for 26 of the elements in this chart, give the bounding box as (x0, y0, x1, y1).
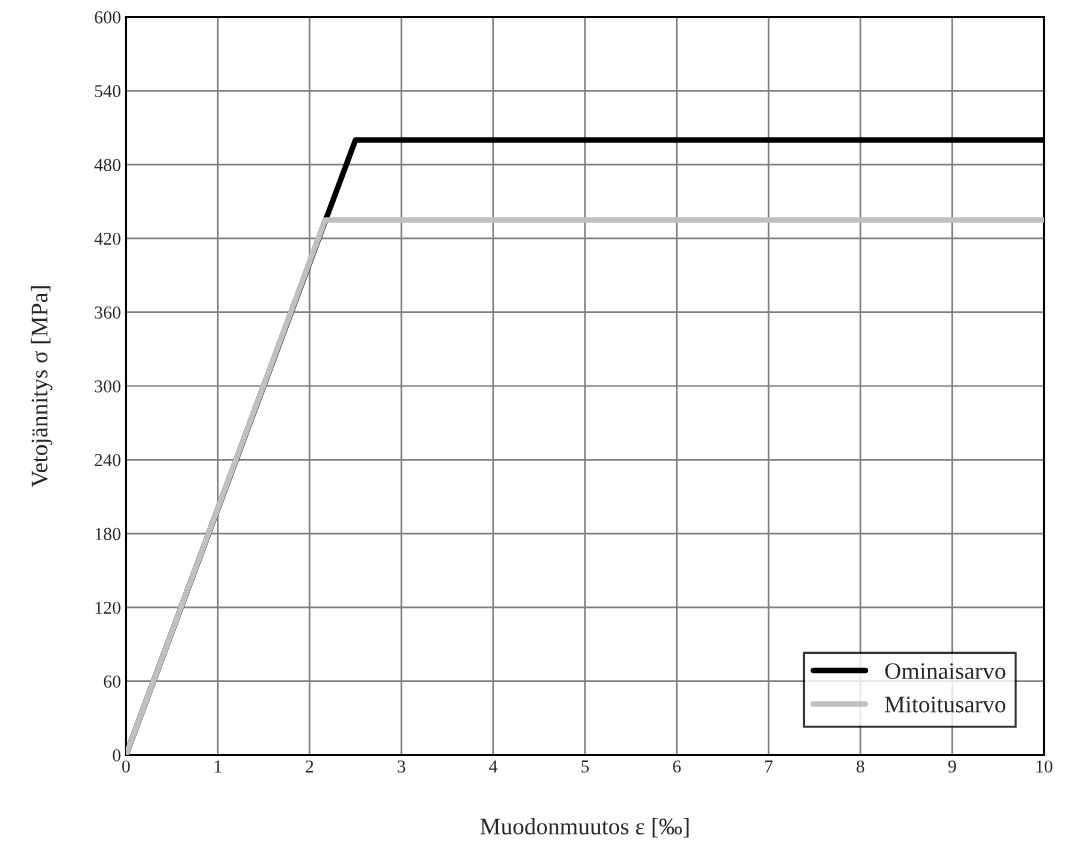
legend-label: Ominaisarvo (885, 663, 1006, 680)
y-tick-label: 180 (95, 527, 121, 541)
y-tick-label: 300 (94, 380, 121, 393)
y-tick-label: 0 (112, 749, 121, 762)
x-tick-label: 4 (489, 760, 498, 773)
x-tick-label: 1 (214, 760, 222, 773)
x-tick-label: 8 (856, 760, 865, 773)
y-tick-label: 120 (95, 601, 121, 614)
x-tick-label: 10 (1036, 760, 1053, 773)
x-tick-label: 7 (765, 760, 773, 773)
legend-label: Mitoitusarvo (884, 696, 1006, 713)
y-tick-label: 240 (94, 454, 121, 467)
y-tick-label: 540 (95, 85, 121, 98)
x-axis-title: Muodonmuutos ε [‰] (480, 817, 689, 838)
x-tick-label: 6 (673, 760, 681, 773)
y-tick-label: 360 (94, 306, 121, 319)
x-tick-label: 9 (948, 760, 956, 773)
x-tick-label: 3 (397, 760, 406, 773)
x-tick-label: 5 (581, 760, 589, 773)
x-tick-label: 0 (122, 760, 130, 773)
y-axis-title: Vetojännitys σ [MPa] (30, 286, 53, 488)
y-tick-label: 480 (94, 158, 121, 172)
y-tick-label: 60 (103, 675, 121, 688)
y-tick-label: 420 (94, 232, 121, 245)
y-tick-label: 600 (94, 11, 121, 24)
x-tick-label: 2 (305, 760, 314, 773)
